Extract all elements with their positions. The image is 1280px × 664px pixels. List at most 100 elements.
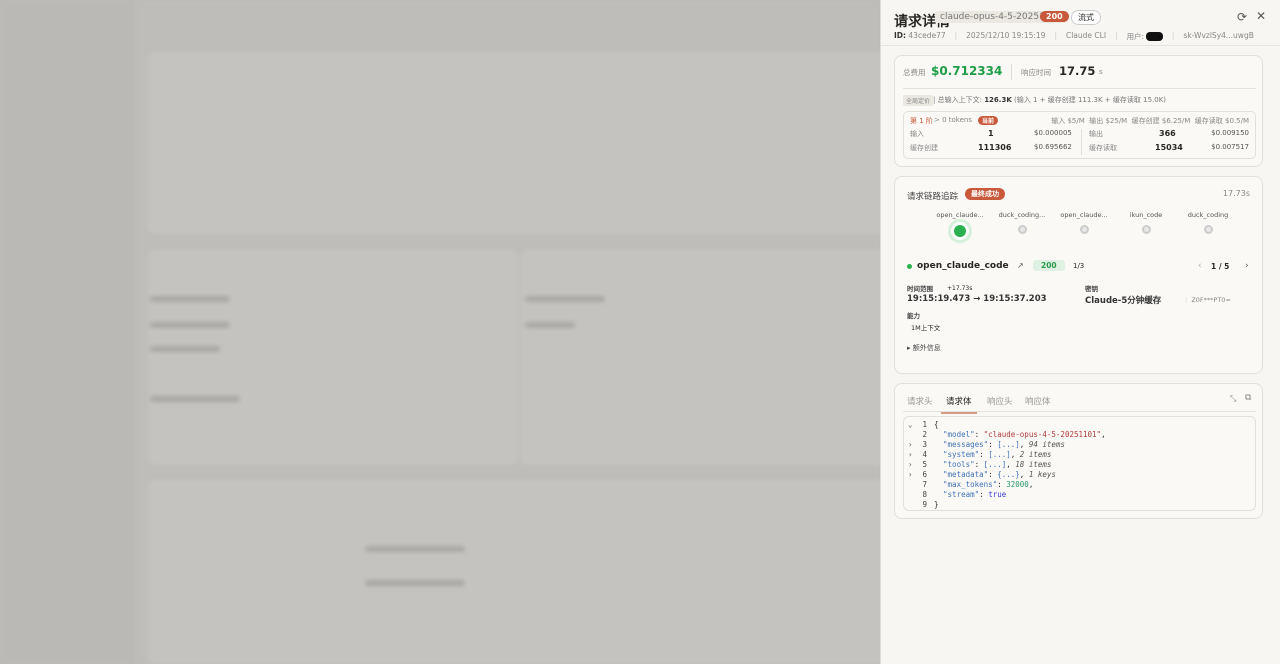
status-badge: 200 xyxy=(1040,11,1069,22)
capability-value: 1M上下文 xyxy=(911,324,941,332)
trace-success-badge: 最终成功 xyxy=(965,188,1005,200)
caret-right-icon: ▸ xyxy=(907,344,911,352)
code-line: › 6 "metadata": {...}, 1 keys xyxy=(908,470,1056,479)
request-time: 2025/12/10 19:15:19 xyxy=(966,31,1046,40)
trace-node[interactable]: duck_coding... xyxy=(993,211,1051,234)
fold-toggle-icon[interactable]: › xyxy=(908,460,913,469)
fold-toggle-icon[interactable]: › xyxy=(908,440,913,449)
trace-node[interactable]: ikun_code xyxy=(1117,211,1175,234)
code-line: › 3 "messages": [...], 94 items xyxy=(908,440,1065,449)
response-time-label: 响应时间 xyxy=(1021,68,1051,77)
prev-page-icon[interactable]: ‹ xyxy=(1198,261,1202,271)
code-line: 2 "model": "claude-opus-4-5-20251101", xyxy=(922,430,1106,439)
request-detail-drawer: 请求详情 claude-opus-4-5-20251101 200 流式 ⟳ ✕… xyxy=(880,0,1280,664)
close-icon[interactable]: ✕ xyxy=(1256,9,1267,23)
refresh-icon[interactable]: ⟳ xyxy=(1237,10,1248,24)
tier-current-badge: 当前 xyxy=(978,116,999,125)
trace-card: 请求链路追踪 最终成功 17.73s open_claude... duck_c… xyxy=(894,176,1263,374)
tab-response-body[interactable]: 响应体 xyxy=(1025,397,1051,407)
cache-create-label: 缓存创建 xyxy=(910,144,938,152)
fold-toggle-icon[interactable]: › xyxy=(908,450,913,459)
tier-prices: 输入 $5/M 输出 $25/M 缓存创建 $6.25/M 缓存读取 $0.5/… xyxy=(1051,117,1249,125)
cache-read-label: 缓存读取 xyxy=(1089,144,1117,152)
next-page-icon[interactable]: › xyxy=(1245,261,1249,271)
blurred-records-card xyxy=(148,480,888,664)
drawer-header: 请求详情 claude-opus-4-5-20251101 200 流式 ⟳ ✕… xyxy=(881,0,1280,46)
cache-create-cost: $0.695662 xyxy=(1034,143,1072,151)
provider-status-code: 200 xyxy=(1033,260,1065,271)
node-dot-icon xyxy=(1079,225,1089,234)
api-key: sk-WvzlSy4...uwgB xyxy=(1183,31,1254,40)
node-dot-icon xyxy=(1203,225,1213,234)
tier-name: 第 1 阶 xyxy=(910,117,933,125)
capability-label: 能力 xyxy=(907,312,920,320)
tier-box: 第 1 阶 > 0 tokens 当前 输入 $5/M 输出 $25/M 缓存创… xyxy=(903,111,1256,159)
node-dot-icon xyxy=(1017,225,1027,234)
input-cost: $0.000005 xyxy=(1034,129,1072,137)
pricing-tag: 全局定价 xyxy=(903,95,934,106)
time-range-label: 时间范围 xyxy=(907,285,933,293)
output-label: 输出 xyxy=(1089,130,1103,138)
node-active-icon xyxy=(954,225,966,237)
user-name: c…n xyxy=(1146,32,1163,41)
copy-icon[interactable]: ⧉ xyxy=(1245,393,1252,403)
json-viewer: ⌄ 1{2 "model": "claude-opus-4-5-20251101"… xyxy=(903,416,1256,511)
blurred-sidebar xyxy=(0,0,135,664)
trace-node[interactable]: duck_coding xyxy=(1179,211,1237,234)
code-line: › 5 "tools": [...], 18 items xyxy=(908,460,1052,469)
key-name: Claude-5分钟缓存 xyxy=(1085,296,1162,306)
code-line: 7 "max_tokens": 32000, xyxy=(922,480,1034,489)
tab-request-body[interactable]: 请求体 xyxy=(941,395,977,414)
node-dot-icon xyxy=(1141,225,1151,234)
tab-response-headers[interactable]: 响应头 xyxy=(987,397,1013,407)
blurred-background-page xyxy=(0,0,605,664)
time-delta: +17.73s xyxy=(947,285,973,292)
collapse-icon[interactable]: ⤡ xyxy=(1230,394,1237,403)
stream-badge: 流式 xyxy=(1071,10,1101,25)
blurred-table-card xyxy=(520,250,890,465)
provider-status-dot xyxy=(907,264,912,269)
output-count: 366 xyxy=(1159,129,1176,138)
response-time: 17.75 xyxy=(1059,64,1096,78)
total-cost: $0.712334 xyxy=(931,64,1003,78)
code-line: 8 "stream": true xyxy=(922,490,1007,499)
cache-read-count: 15034 xyxy=(1155,143,1183,152)
page-indicator: 1 / 5 xyxy=(1211,262,1230,271)
trace-node[interactable]: open_claude... xyxy=(1055,211,1113,234)
user-label: 用户: xyxy=(1126,32,1145,41)
tab-request-headers[interactable]: 请求头 xyxy=(907,397,933,407)
response-time-unit: s xyxy=(1099,68,1103,76)
cache-read-cost: $0.007517 xyxy=(1211,143,1249,151)
code-line: › 4 "system": [...], 2 items xyxy=(908,450,1052,459)
context-summary: | 总输入上下文: 126.3K (输入 1 + 缓存创建 111.3K + 缓… xyxy=(933,96,1167,104)
time-range: 19:15:19.473 → 19:15:37.203 xyxy=(907,294,1047,304)
provider-name: open_claude_code xyxy=(917,261,1009,271)
blurred-table-card xyxy=(148,250,518,465)
code-line: ⌄ 1{ xyxy=(908,420,939,429)
cost-card: 总费用 $0.712334 响应时间 17.75 s 全局定价 | 总输入上下文… xyxy=(894,55,1263,167)
external-link-icon[interactable]: ↗ xyxy=(1017,261,1024,270)
key-mask: | Z0F***PT0= xyxy=(1185,296,1231,304)
attempt-count: 1/3 xyxy=(1073,262,1085,270)
request-id: 43cede77 xyxy=(908,31,946,40)
fold-toggle-icon[interactable]: › xyxy=(908,470,913,479)
fold-toggle-icon[interactable]: ⌄ xyxy=(908,420,913,429)
blurred-chart-card xyxy=(148,52,888,234)
total-cost-label: 总费用 xyxy=(903,68,926,77)
model-chip: claude-opus-4-5-20251101 xyxy=(935,11,1067,23)
input-label: 输入 xyxy=(910,130,924,138)
id-label: ID: xyxy=(894,31,907,40)
key-label: 密钥 xyxy=(1085,285,1098,293)
tier-condition: > 0 tokens xyxy=(934,116,972,124)
input-count: 1 xyxy=(988,129,994,138)
code-line: 9} xyxy=(922,500,939,509)
output-cost: $0.009150 xyxy=(1211,129,1249,137)
cache-create-count: 111306 xyxy=(978,143,1012,152)
trace-duration: 17.73s xyxy=(1222,189,1250,198)
extra-info-toggle[interactable]: ▸ 额外信息 xyxy=(907,344,941,352)
body-card: 请求头 请求体 响应头 响应体 ⤡ ⧉ ⌄ 1{2 "model": "claud… xyxy=(894,383,1263,519)
client-name: Claude CLI xyxy=(1065,31,1107,40)
trace-title: 请求链路追踪 xyxy=(907,192,959,202)
request-meta: ID: 43cede77 | 2025/12/10 19:15:19 | Claud… xyxy=(894,31,1254,41)
trace-node[interactable]: open_claude... xyxy=(931,211,989,237)
